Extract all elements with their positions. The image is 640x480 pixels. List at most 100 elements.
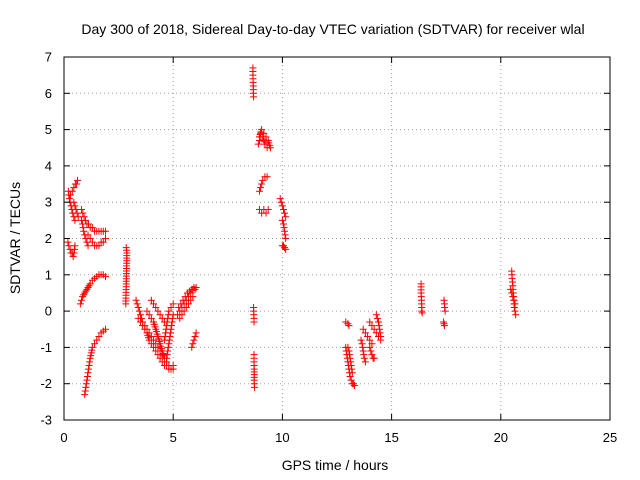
- data-point: [88, 238, 96, 246]
- data-point: [358, 340, 366, 348]
- data-point: [141, 325, 149, 333]
- data-point: [88, 224, 96, 232]
- data-point: [259, 176, 267, 184]
- data-point: [69, 253, 77, 261]
- data-point: [101, 227, 109, 235]
- data-point: [70, 198, 78, 206]
- data-point: [81, 391, 89, 399]
- data-point: [372, 311, 380, 319]
- data-point: [164, 314, 172, 322]
- data-point: [83, 285, 91, 293]
- data-point: [511, 300, 519, 308]
- data-point: [512, 311, 520, 319]
- data-point: [347, 362, 355, 370]
- data-point: [143, 307, 151, 315]
- data-point: [345, 347, 353, 355]
- data-series-segment: [440, 296, 449, 315]
- data-point: [349, 380, 357, 388]
- data-point: [509, 293, 517, 301]
- data-series-segment: [76, 271, 109, 308]
- data-series-segment: [143, 307, 177, 373]
- x-tick-label: 10: [275, 430, 289, 445]
- data-point: [164, 347, 172, 355]
- chart-title: Day 300 of 2018, Sidereal Day-to-day VTE…: [81, 21, 584, 37]
- data-point: [70, 184, 78, 192]
- data-point: [83, 372, 91, 380]
- axis-ticks: 0 5 10 15 20 25 -3 -2 -1 0 1 2 3 4 5 6 7: [40, 50, 617, 446]
- data-point: [71, 242, 79, 250]
- data-point: [376, 329, 384, 337]
- data-series-segment: [64, 238, 79, 261]
- data-point: [377, 333, 385, 341]
- data-point: [82, 383, 90, 391]
- data-point: [80, 227, 88, 235]
- data-series-segment: [342, 318, 353, 330]
- y-tick-label: 7: [45, 50, 52, 65]
- x-tick-label: 25: [603, 430, 617, 445]
- data-point: [85, 365, 93, 373]
- data-point: [64, 238, 72, 246]
- data-series-segment: [249, 64, 258, 101]
- data-point: [350, 382, 358, 390]
- data-point: [254, 140, 262, 148]
- data-point: [255, 187, 263, 195]
- data-point: [79, 224, 87, 232]
- data-point: [279, 242, 287, 250]
- data-point: [154, 351, 162, 359]
- data-point: [346, 354, 354, 362]
- y-tick-label: 0: [45, 304, 52, 319]
- data-point: [189, 340, 197, 348]
- data-point: [348, 369, 356, 377]
- data-point: [83, 376, 91, 384]
- data-point: [85, 282, 93, 290]
- data-point: [510, 303, 518, 311]
- data-point: [250, 93, 258, 101]
- data-series-segment: [250, 351, 258, 391]
- data-series-segment: [160, 300, 177, 344]
- data-series-segment: [278, 216, 290, 242]
- data-point: [79, 220, 87, 228]
- data-point: [373, 314, 381, 322]
- data-point: [361, 358, 369, 366]
- data-point: [101, 273, 109, 281]
- data-point: [359, 343, 367, 351]
- data-point: [163, 351, 171, 359]
- x-tick-label: 20: [494, 430, 508, 445]
- data-series-segment: [366, 318, 385, 344]
- data-point: [74, 213, 82, 221]
- data-point: [366, 318, 374, 326]
- data-point: [281, 231, 289, 239]
- data-point: [279, 220, 287, 228]
- data-series-segment: [440, 318, 448, 330]
- data-series-segment: [344, 343, 356, 377]
- data-point: [282, 213, 290, 221]
- data-point: [364, 333, 372, 341]
- data-point: [84, 220, 92, 228]
- data-point: [84, 284, 92, 292]
- data-point: [164, 311, 172, 319]
- data-point: [67, 191, 75, 199]
- data-point: [282, 235, 290, 242]
- data-point: [368, 322, 376, 330]
- data-point: [152, 303, 160, 311]
- data-series-segment: [417, 280, 426, 317]
- data-point: [81, 289, 89, 297]
- data-point: [280, 224, 288, 232]
- data-point: [276, 195, 284, 203]
- data-point: [181, 293, 189, 301]
- data-point: [160, 336, 168, 344]
- data-series-segment: [175, 284, 200, 311]
- data-point: [165, 362, 173, 370]
- data-point: [281, 227, 289, 235]
- data-series-segment: [276, 195, 290, 221]
- data-point: [257, 184, 265, 192]
- data-point: [347, 376, 355, 384]
- data-point: [359, 347, 367, 355]
- data-series-segment: [357, 336, 369, 366]
- data-point: [65, 242, 73, 250]
- data-point: [360, 354, 368, 362]
- data-series-segment: [250, 303, 258, 326]
- data-point: [95, 242, 103, 250]
- data-point: [278, 216, 286, 224]
